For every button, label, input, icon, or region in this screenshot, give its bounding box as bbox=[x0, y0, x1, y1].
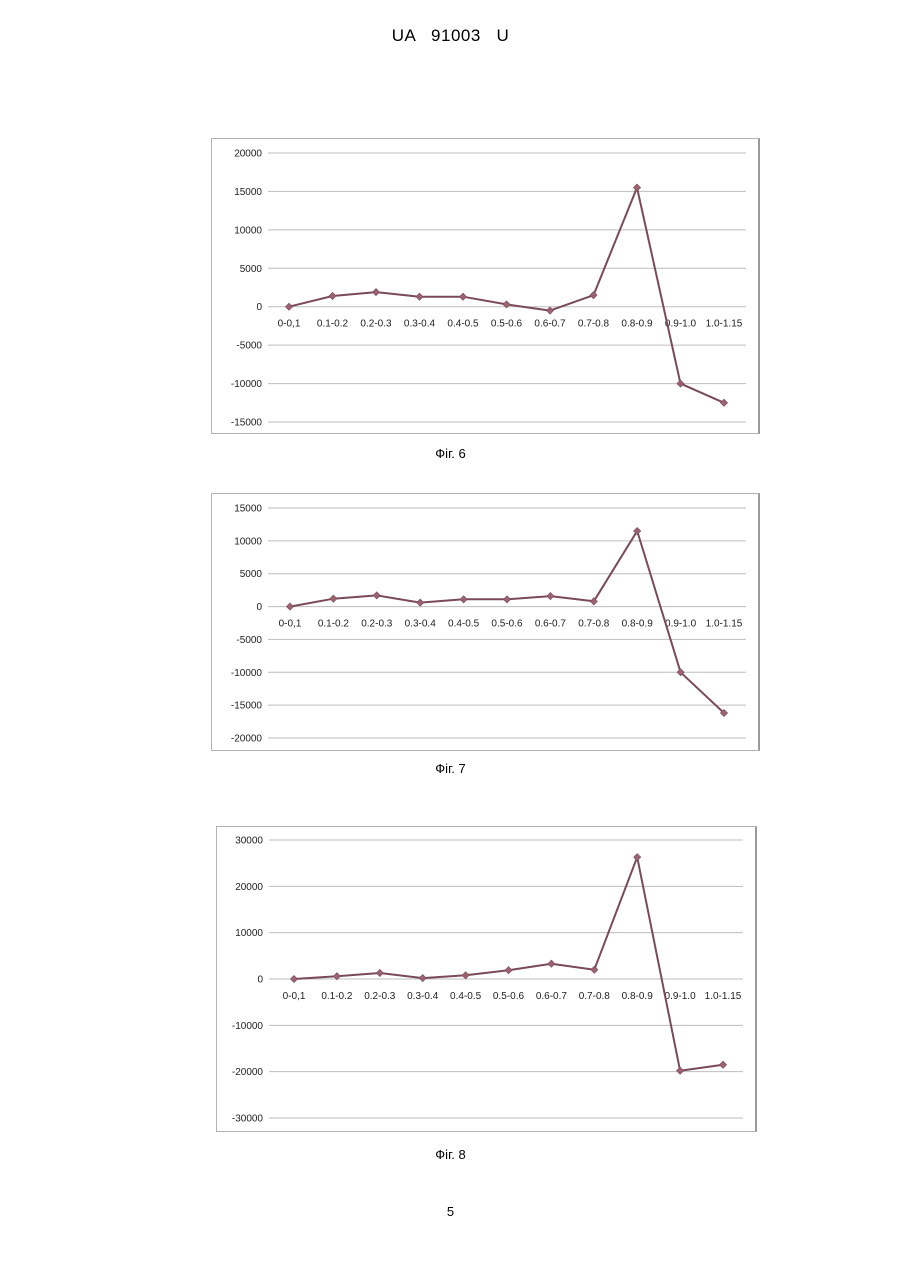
data-point bbox=[503, 596, 510, 603]
y-tick-label: -20000 bbox=[231, 734, 263, 745]
document-header: UA 91003 U bbox=[0, 26, 901, 46]
y-tick-label: -15000 bbox=[231, 418, 263, 429]
data-point bbox=[330, 595, 337, 602]
data-point bbox=[459, 293, 466, 300]
data-point bbox=[460, 596, 467, 603]
y-tick-label: 15000 bbox=[234, 504, 262, 515]
x-tick-label: 0-0,1 bbox=[279, 619, 302, 630]
y-tick-label: 0 bbox=[256, 302, 262, 313]
data-point bbox=[329, 292, 336, 299]
data-point bbox=[462, 972, 469, 979]
x-tick-label: 0.4-0.5 bbox=[448, 619, 480, 630]
x-tick-label: 1.0-1.15 bbox=[705, 991, 742, 1002]
y-tick-label: 10000 bbox=[234, 536, 262, 547]
y-tick-label: -30000 bbox=[232, 1114, 264, 1125]
figure-caption-6: Фіг. 6 bbox=[0, 446, 901, 461]
page-number: 5 bbox=[0, 1204, 901, 1219]
x-tick-label: 0.8-0.9 bbox=[621, 319, 653, 330]
data-point bbox=[677, 1067, 684, 1074]
x-tick-label: 0.1-0.2 bbox=[317, 319, 349, 330]
data-point bbox=[417, 599, 424, 606]
series-line bbox=[289, 188, 724, 403]
y-tick-label: 20000 bbox=[234, 149, 262, 160]
chart-fig-8: 30000 20000 10000 0 -10000 -20000 -30000 0-0,1 0… bbox=[216, 826, 757, 1132]
x-tick-label: 0.4-0.5 bbox=[447, 319, 479, 330]
y-tick-label: 0 bbox=[257, 975, 263, 986]
y-tick-label: 10000 bbox=[235, 928, 263, 939]
x-tick-label: 0.4-0.5 bbox=[450, 991, 482, 1002]
data-point bbox=[546, 307, 553, 314]
y-tick-label: 10000 bbox=[234, 225, 262, 236]
y-tick-label: -5000 bbox=[236, 635, 262, 646]
y-tick-label: -10000 bbox=[232, 1021, 264, 1032]
figure-caption-8: Фіг. 8 bbox=[0, 1147, 901, 1162]
data-point bbox=[677, 380, 684, 387]
y-tick-label: 30000 bbox=[235, 836, 263, 847]
y-tick-label: 5000 bbox=[240, 569, 263, 580]
data-point bbox=[290, 975, 297, 982]
data-point bbox=[373, 592, 380, 599]
data-point bbox=[376, 969, 383, 976]
chart-svg: 30000 20000 10000 0 -10000 -20000 -30000 0-0,1 0… bbox=[217, 827, 755, 1131]
x-tick-label: 0.7-0.8 bbox=[578, 619, 610, 630]
y-tick-label: 0 bbox=[256, 602, 262, 613]
x-tick-label: 0.3-0.4 bbox=[407, 991, 439, 1002]
series-line bbox=[294, 857, 723, 1071]
x-tick-label: 0.6-0.7 bbox=[534, 319, 566, 330]
x-tick-label: 0.5-0.6 bbox=[491, 319, 523, 330]
x-tick-label: 0.1-0.2 bbox=[321, 991, 353, 1002]
data-point bbox=[719, 1061, 726, 1068]
data-point bbox=[285, 303, 292, 310]
y-tick-label: 15000 bbox=[234, 187, 262, 198]
x-tick-label: 0.8-0.9 bbox=[622, 619, 654, 630]
x-tick-label: 0.9-1.0 bbox=[665, 991, 697, 1002]
y-tick-label: -10000 bbox=[231, 379, 263, 390]
x-tick-label: 0.2-0.3 bbox=[361, 619, 393, 630]
data-point bbox=[634, 854, 641, 861]
x-tick-label: 1.0-1.15 bbox=[706, 619, 743, 630]
x-tick-label: 0.7-0.8 bbox=[578, 319, 610, 330]
data-point bbox=[416, 293, 423, 300]
data-point bbox=[419, 974, 426, 981]
y-tick-label: -5000 bbox=[236, 341, 262, 352]
x-tick-label: 0-0,1 bbox=[283, 991, 306, 1002]
x-tick-label: 0.5-0.6 bbox=[491, 619, 523, 630]
x-tick-label: 0.1-0.2 bbox=[318, 619, 350, 630]
x-tick-label: 0.5-0.6 bbox=[493, 991, 525, 1002]
data-point bbox=[548, 960, 555, 967]
data-point bbox=[547, 592, 554, 599]
y-tick-label: 5000 bbox=[240, 264, 263, 275]
x-tick-label: 0.6-0.7 bbox=[536, 991, 568, 1002]
figure-caption-7: Фіг. 7 bbox=[0, 761, 901, 776]
x-tick-label: 0.3-0.4 bbox=[404, 319, 436, 330]
data-point bbox=[286, 603, 293, 610]
x-tick-label: 0.6-0.7 bbox=[535, 619, 567, 630]
x-tick-label: 0.9-1.0 bbox=[665, 319, 697, 330]
chart-fig-6: 20000 15000 10000 5000 0 -5000 -10000 -15000 0-0… bbox=[211, 138, 760, 434]
x-tick-label: 0.2-0.3 bbox=[364, 991, 396, 1002]
data-point bbox=[590, 292, 597, 299]
y-tick-label: -20000 bbox=[232, 1067, 264, 1078]
x-tick-label: 1.0-1.15 bbox=[706, 319, 743, 330]
data-point bbox=[372, 289, 379, 296]
data-point bbox=[633, 184, 640, 191]
chart-fig-7: 15000 10000 5000 0 -5000 -10000 -15000 -20000 0-… bbox=[211, 493, 760, 751]
x-tick-label: 0.8-0.9 bbox=[622, 991, 654, 1002]
x-tick-label: 0.3-0.4 bbox=[405, 619, 437, 630]
y-tick-label: -10000 bbox=[231, 668, 263, 679]
y-tick-label: -15000 bbox=[231, 701, 263, 712]
chart-svg: 20000 15000 10000 5000 0 -5000 -10000 -15000 0-0… bbox=[212, 139, 758, 433]
x-tick-label: 0-0,1 bbox=[278, 319, 301, 330]
y-tick-label: 20000 bbox=[235, 882, 263, 893]
x-tick-label: 0.2-0.3 bbox=[360, 319, 392, 330]
chart-svg: 15000 10000 5000 0 -5000 -10000 -15000 -20000 0-… bbox=[212, 494, 758, 750]
data-point bbox=[591, 966, 598, 973]
data-point bbox=[720, 399, 727, 406]
x-tick-label: 0.9-1.0 bbox=[665, 619, 697, 630]
data-point bbox=[505, 967, 512, 974]
x-tick-label: 0.7-0.8 bbox=[579, 991, 611, 1002]
